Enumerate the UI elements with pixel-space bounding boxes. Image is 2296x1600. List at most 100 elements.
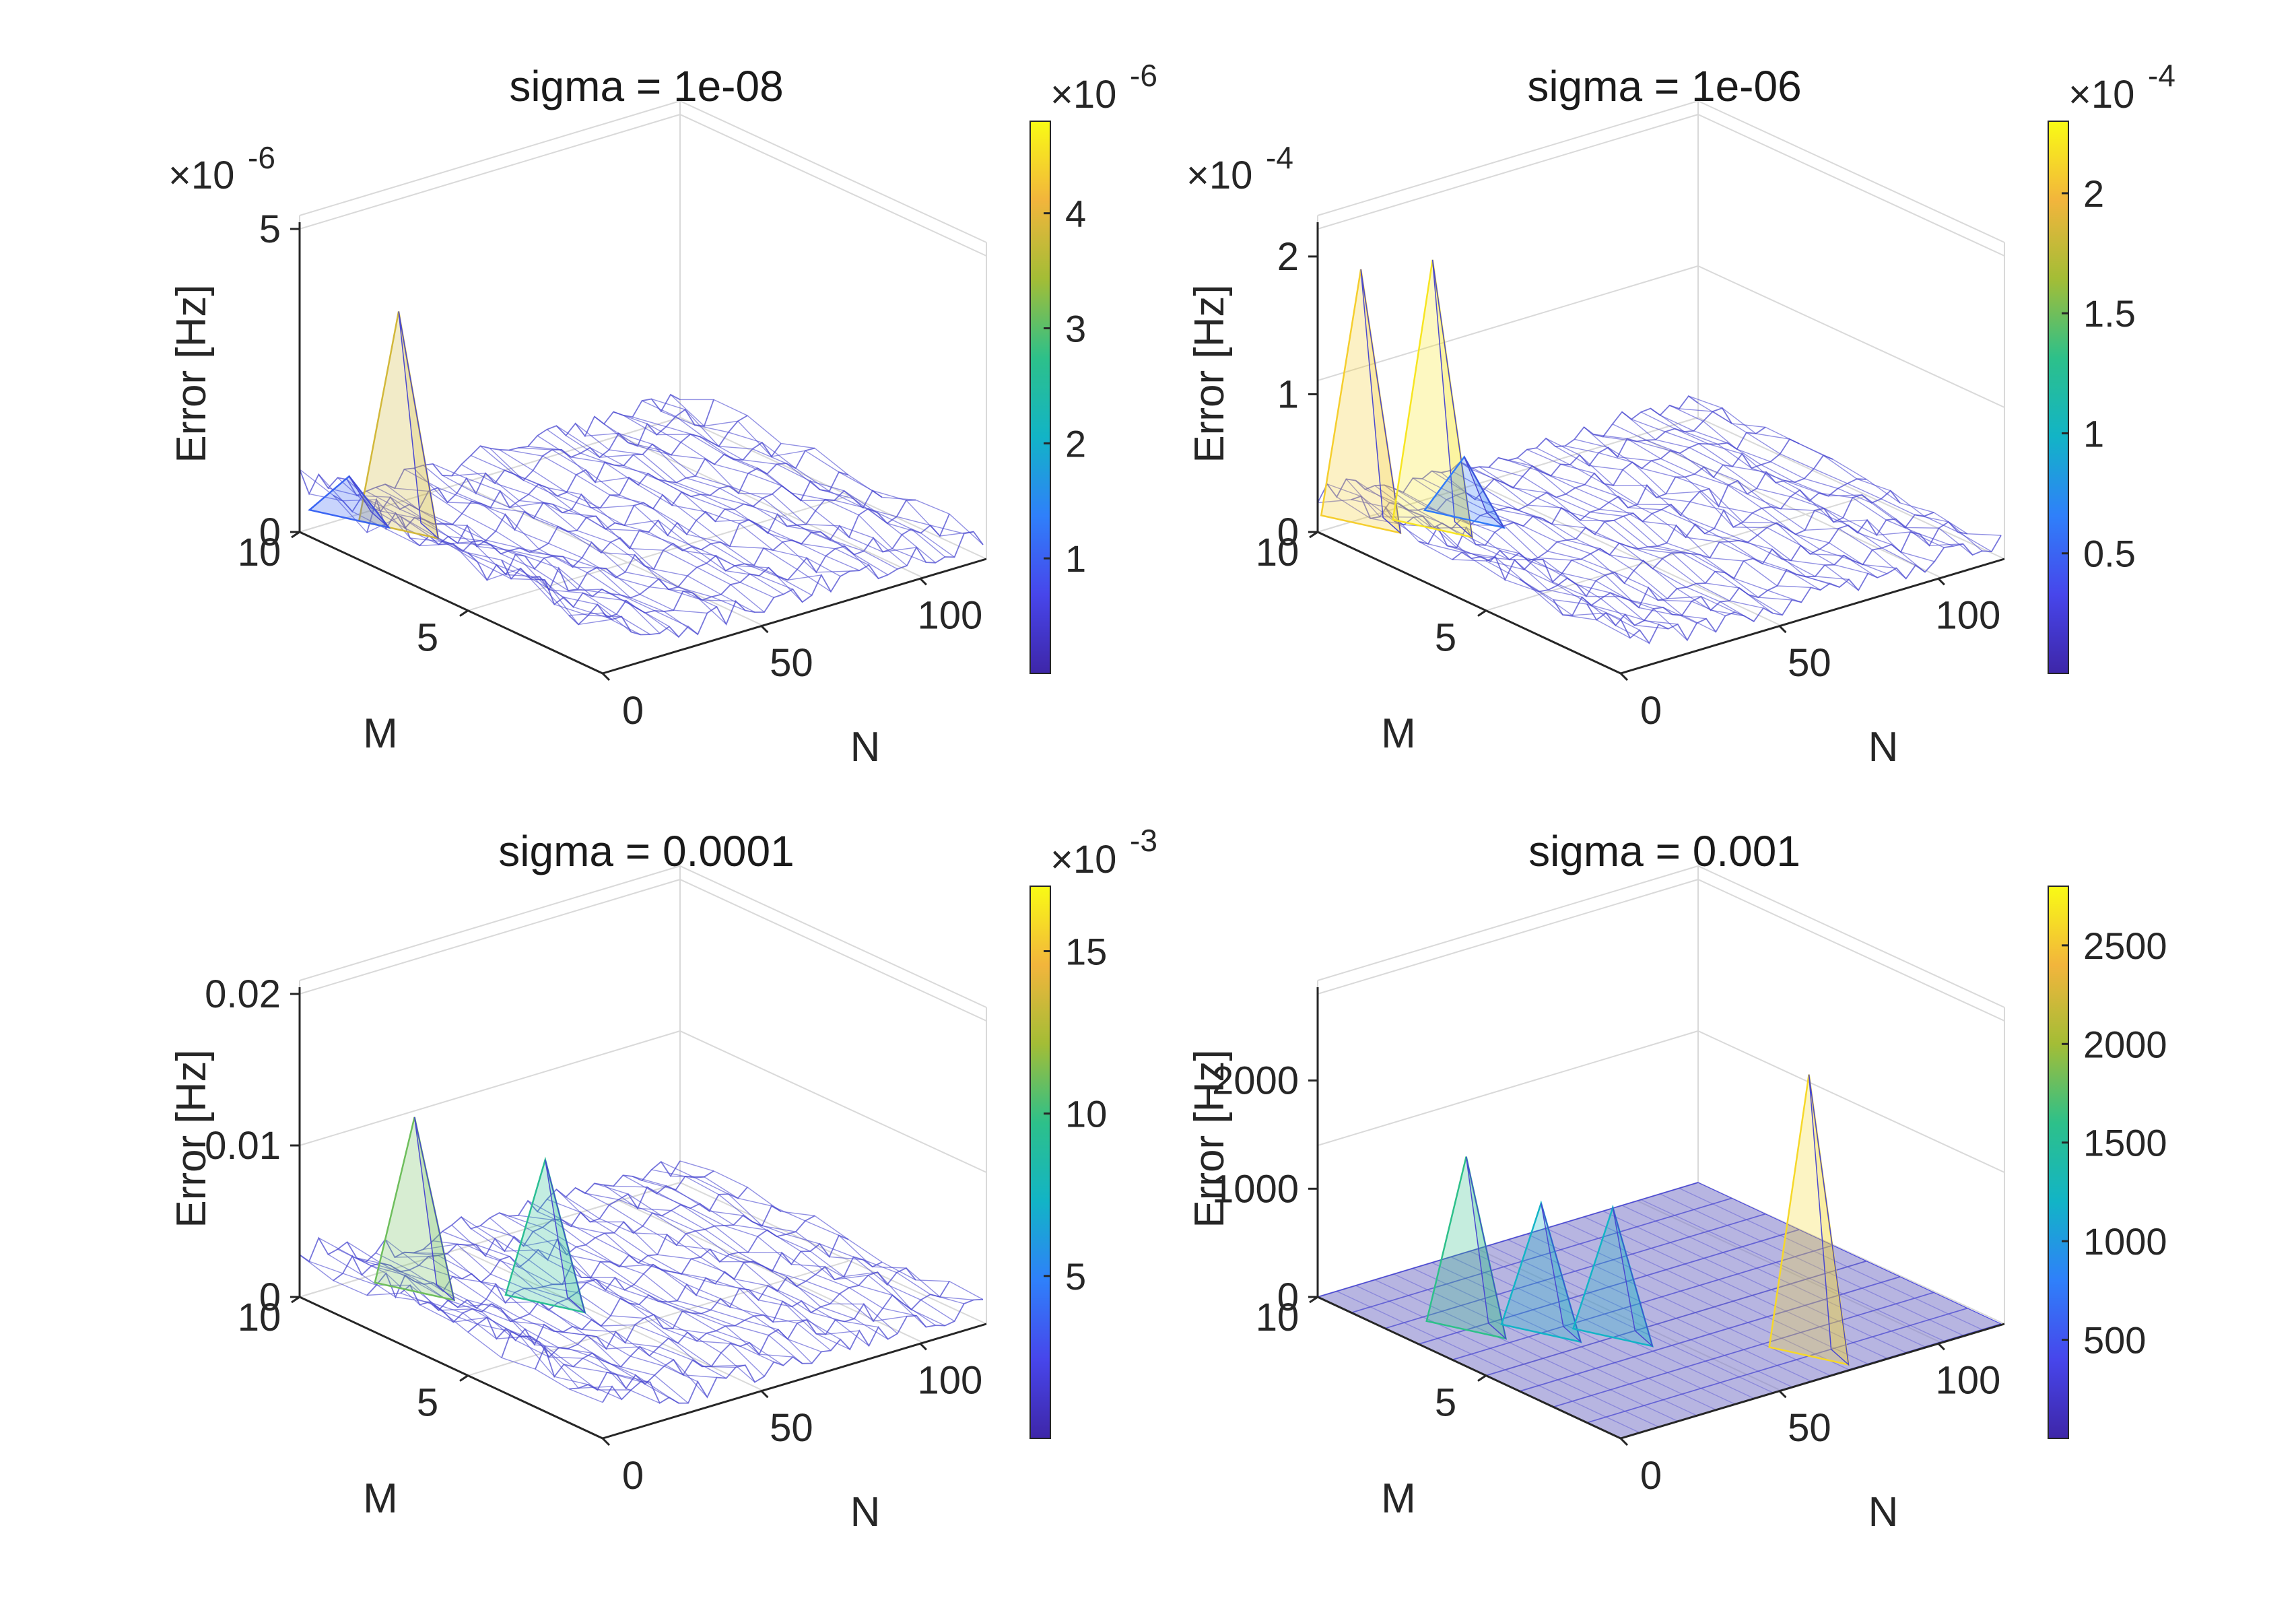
surface-line xyxy=(1317,1182,1699,1298)
surface-line xyxy=(442,1231,745,1367)
surface-line xyxy=(1602,436,1907,579)
surface-peak xyxy=(1360,269,1402,535)
surface-line xyxy=(400,441,782,547)
surface-line xyxy=(568,1281,950,1391)
z-tick-label: 0.01 xyxy=(205,1124,281,1168)
surface-line xyxy=(575,1187,879,1328)
surface-peak xyxy=(1541,1203,1582,1343)
surface-peak xyxy=(348,475,389,528)
surface-line xyxy=(337,1248,641,1382)
surface-line xyxy=(651,1169,955,1322)
surface-line xyxy=(1422,478,1726,617)
surface-line xyxy=(1669,405,1973,556)
z-axis-label: Error [Hz] xyxy=(1186,1049,1233,1228)
n-tick-label: 0 xyxy=(622,1454,644,1498)
colorbar-tick-label: 4 xyxy=(1065,193,1086,235)
surface-peak xyxy=(413,1116,455,1302)
n-tick-label: 100 xyxy=(917,593,982,637)
surface-line xyxy=(489,448,793,590)
surface-line xyxy=(1555,446,1859,591)
m-tick-label: 5 xyxy=(417,1381,438,1425)
colorbar-multiplier-exponent: -3 xyxy=(1130,823,1157,858)
surface-line xyxy=(670,394,974,537)
surface-peak xyxy=(1612,1207,1654,1348)
m-axis-line xyxy=(299,1296,603,1440)
n-tick-label: 100 xyxy=(1935,593,2000,637)
surface-line xyxy=(1351,1197,1732,1314)
surface-line xyxy=(1650,407,1954,547)
surface-line xyxy=(1460,461,1764,609)
surface-line xyxy=(670,1175,974,1301)
surface-peak xyxy=(1808,1074,1850,1366)
surface-line xyxy=(1584,1216,1887,1359)
surface-line xyxy=(594,416,898,570)
surface-line xyxy=(384,1238,689,1404)
colorbar-tick-label: 10 xyxy=(1065,1093,1107,1135)
colorbar-gradient xyxy=(1029,121,1051,674)
n-tick-label: 100 xyxy=(1935,1358,2000,1402)
surface-line xyxy=(1640,411,1945,548)
surface-line xyxy=(1485,1260,1867,1376)
n-tick-label: 0 xyxy=(1640,689,1662,733)
surface-line xyxy=(537,435,841,577)
colorbar-tick-label: 2 xyxy=(2083,172,2104,215)
surface-line xyxy=(1586,521,1968,627)
n-tick-mark xyxy=(1778,1390,1787,1399)
m-tick-label: 10 xyxy=(1256,531,1299,574)
m-tick-label: 5 xyxy=(417,616,438,660)
n-axis-label: N xyxy=(850,724,881,770)
surface-line xyxy=(1565,445,1868,574)
surface xyxy=(299,311,984,638)
surface xyxy=(1316,1074,2002,1439)
surface-line xyxy=(527,446,832,593)
surface-line xyxy=(299,1160,681,1263)
z-tick-label: 1000 xyxy=(1212,1167,1299,1211)
colorbar-gradient xyxy=(1029,886,1051,1439)
surface-line xyxy=(613,1185,917,1316)
surface-line xyxy=(356,495,661,634)
surface xyxy=(1317,259,2002,644)
n-axis-line xyxy=(602,1323,987,1440)
grid-line xyxy=(299,113,987,257)
m-tick-mark xyxy=(1309,1296,1318,1304)
surface-line xyxy=(1384,1213,1766,1329)
surface-line xyxy=(318,474,622,618)
colorbar-tick-label: 1 xyxy=(2083,412,2104,455)
surface-line xyxy=(1489,1244,1792,1388)
surface-line xyxy=(337,477,641,636)
surface-line xyxy=(1584,426,1887,574)
surface-line xyxy=(1565,1222,1868,1365)
surface-line xyxy=(1441,472,1745,617)
z-axis-label: Error [Hz] xyxy=(1186,284,1233,463)
surface-line xyxy=(1498,457,1802,603)
surface-line xyxy=(661,411,964,535)
grid-line xyxy=(1317,417,1699,533)
surface-line xyxy=(375,1252,679,1404)
z-tick-label: 0 xyxy=(259,510,281,554)
grid-line xyxy=(299,100,987,243)
z-multiplier-exponent: -6 xyxy=(248,140,275,175)
n-tick-label: 50 xyxy=(1788,1406,1831,1450)
z-multiplier: ×10 xyxy=(168,154,234,197)
surface-line xyxy=(1365,489,1668,630)
colorbar-gradient xyxy=(2048,121,2069,674)
surface-line xyxy=(1450,469,1755,622)
n-tick-label: 0 xyxy=(1640,1454,1662,1498)
axes: 0 0.01 0.02 Error [Hz] 10 5 M 0 50 100 N xyxy=(168,972,987,1535)
axes: 0 1 2 ×10 -4 Error [Hz] 10 5 M 0 50 100 N xyxy=(1186,140,2005,770)
surface-line xyxy=(518,447,822,581)
colorbar-tick-label: 0.5 xyxy=(2083,533,2136,575)
surface-line xyxy=(489,1218,793,1358)
surface-line xyxy=(661,1161,964,1304)
m-axis-label: M xyxy=(1381,1475,1416,1522)
colorbar-tick-label: 500 xyxy=(2083,1319,2146,1362)
z-tick-label: 0 xyxy=(1277,1275,1299,1319)
surface-line xyxy=(679,1160,984,1300)
surface-line xyxy=(1641,1199,1945,1342)
surface-peak xyxy=(398,311,440,540)
colorbar-multiplier-exponent: -6 xyxy=(1130,58,1157,93)
n-axis-label: N xyxy=(1868,724,1899,770)
